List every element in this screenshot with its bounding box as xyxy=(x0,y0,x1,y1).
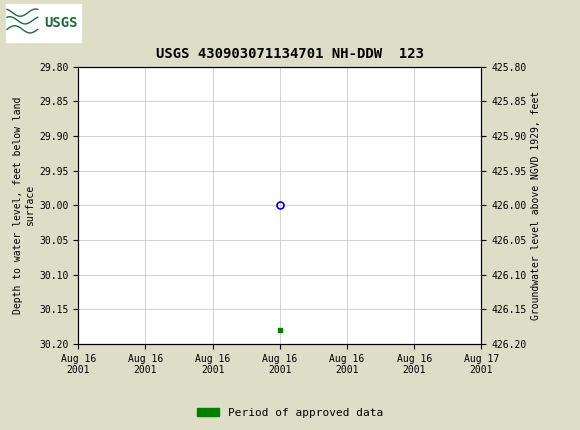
Legend: Period of approved data: Period of approved data xyxy=(193,403,387,422)
Y-axis label: Depth to water level, feet below land
surface: Depth to water level, feet below land su… xyxy=(13,97,35,314)
FancyBboxPatch shape xyxy=(6,3,81,42)
Text: USGS 430903071134701 NH-DDW  123: USGS 430903071134701 NH-DDW 123 xyxy=(156,47,424,61)
Y-axis label: Groundwater level above NGVD 1929, feet: Groundwater level above NGVD 1929, feet xyxy=(531,91,541,320)
Text: USGS: USGS xyxy=(44,15,78,30)
